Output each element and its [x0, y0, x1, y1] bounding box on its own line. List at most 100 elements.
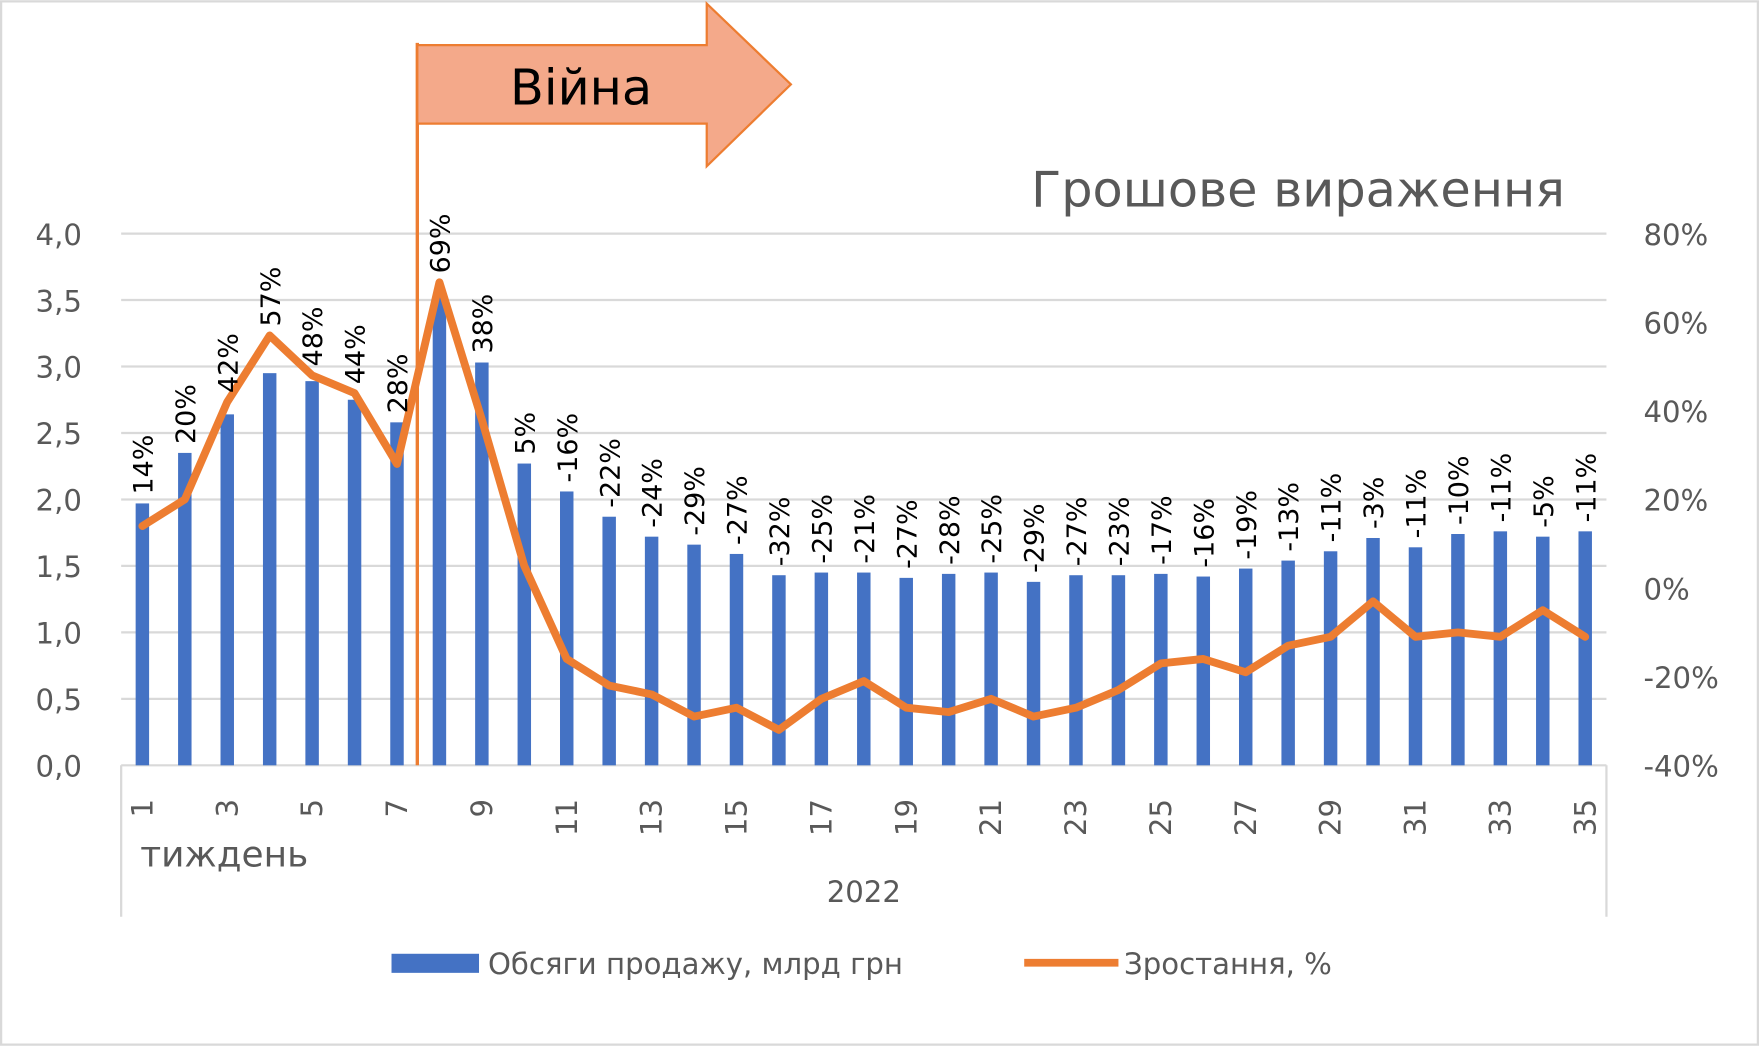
legend-line-label: Зростання, %	[1124, 947, 1332, 981]
data-label: 44%	[341, 324, 372, 384]
bar	[178, 452, 192, 766]
y-left-tick-label: 2,5	[36, 417, 82, 451]
bar	[814, 572, 829, 766]
bar	[432, 297, 447, 766]
y-right-tick-label: 40%	[1643, 395, 1708, 429]
data-label: -19%	[1232, 490, 1263, 560]
x-tick-label: 9	[465, 799, 499, 818]
data-label: -29%	[680, 466, 711, 536]
x-axis: 1 3 5 7 9 11 13 15 17 19 21 23 25 27 29 31 33 35	[125, 799, 1602, 836]
bar	[1026, 581, 1041, 766]
bar	[1238, 568, 1253, 766]
data-label: -27%	[1062, 497, 1093, 567]
data-labels: 14% 20% 42% 57% 48% 44% 28% 69% 38% 5% -16% -22% -24…	[128, 214, 1602, 573]
bar	[857, 572, 871, 766]
bar	[602, 516, 616, 766]
data-label: -21%	[850, 494, 881, 564]
bar	[347, 399, 362, 766]
bar	[1069, 575, 1083, 766]
bar	[729, 553, 744, 766]
data-label: 42%	[213, 333, 244, 393]
bar	[1366, 537, 1380, 766]
x-tick-label: 3	[210, 799, 244, 818]
year-label: 2022	[827, 875, 901, 909]
bar	[1281, 560, 1295, 766]
bar	[772, 575, 786, 766]
y-left-tick-label: 1,5	[36, 550, 82, 584]
data-label: -25%	[807, 494, 838, 564]
bar	[262, 373, 277, 766]
legend-bar-swatch	[391, 953, 480, 973]
data-label: 20%	[171, 384, 202, 444]
bar	[1111, 575, 1126, 766]
bar	[1408, 547, 1423, 766]
gridlines	[121, 232, 1607, 767]
left-axis: 0,0 0,5 1,0 1,5 2,0 2,5 3,0 3,5 4,0	[36, 218, 82, 784]
data-label: -27%	[892, 499, 923, 569]
x-tick-label: 7	[380, 799, 414, 818]
x-axis-title: тиждень	[140, 834, 308, 875]
y-right-tick-label: 0%	[1643, 572, 1689, 606]
x-tick-label: 15	[720, 799, 754, 836]
y-left-tick-label: 2,0	[36, 484, 82, 518]
data-label: -5%	[1529, 475, 1560, 527]
x-tick-label: 29	[1314, 799, 1348, 836]
bar	[1451, 534, 1465, 766]
legend-bar-label: Обсяги продажу, млрд грн	[488, 947, 903, 981]
data-label: -16%	[553, 413, 584, 483]
bar	[517, 463, 532, 766]
data-label: -11%	[1486, 453, 1517, 523]
bar	[1323, 551, 1338, 766]
x-tick-label: 11	[550, 799, 584, 836]
bar	[899, 577, 913, 766]
y-right-tick-label: -20%	[1643, 661, 1718, 695]
bar	[1578, 531, 1592, 766]
data-label: 57%	[256, 267, 287, 327]
x-tick-label: 17	[804, 799, 838, 836]
chart-title: Грошове вираження	[1031, 161, 1565, 219]
bar	[475, 362, 489, 766]
data-label: 69%	[426, 214, 457, 274]
x-tick-label: 31	[1399, 799, 1433, 836]
x-tick-label: 19	[889, 799, 923, 836]
data-label: -22%	[595, 438, 626, 508]
bar	[644, 536, 659, 766]
y-left-tick-label: 3,0	[36, 351, 82, 385]
y-right-tick-label: 20%	[1643, 484, 1708, 518]
y-left-tick-label: 1,0	[36, 617, 82, 651]
data-label: -32%	[765, 497, 796, 567]
x-tick-label: 35	[1568, 799, 1602, 836]
y-right-tick-label: -40%	[1643, 750, 1718, 784]
y-left-tick-label: 0,0	[36, 750, 82, 784]
bar	[560, 491, 574, 766]
x-tick-label: 1	[125, 799, 159, 818]
right-axis: -40% -20% 0% 20% 40% 60% 80%	[1643, 218, 1718, 784]
bar	[1493, 531, 1508, 766]
data-label: 48%	[298, 307, 329, 367]
data-label: -25%	[977, 494, 1008, 564]
legend: Обсяги продажу, млрд грн Зростання, %	[391, 947, 1332, 981]
data-label: -3%	[1359, 477, 1390, 529]
x-tick-label: 13	[635, 799, 669, 836]
bars	[135, 297, 1592, 766]
bar	[390, 422, 404, 766]
bar	[135, 503, 150, 766]
war-annotation: Війна	[510, 59, 652, 117]
bar	[305, 381, 319, 766]
data-label: -17%	[1147, 495, 1178, 565]
y-right-tick-label: 60%	[1643, 306, 1708, 340]
data-label: -29%	[1020, 503, 1051, 573]
data-label: 38%	[468, 294, 499, 354]
bar	[687, 544, 701, 766]
data-label: -13%	[1274, 482, 1305, 552]
data-label: -23%	[1105, 497, 1136, 567]
data-label: -11%	[1402, 469, 1433, 539]
data-label: -24%	[638, 458, 669, 528]
x-tick-label: 25	[1144, 799, 1178, 836]
data-label: -11%	[1571, 453, 1602, 523]
war-arrow	[416, 0, 793, 169]
data-label: -16%	[1189, 498, 1220, 568]
bar	[1154, 573, 1168, 766]
data-label: 14%	[128, 435, 159, 495]
